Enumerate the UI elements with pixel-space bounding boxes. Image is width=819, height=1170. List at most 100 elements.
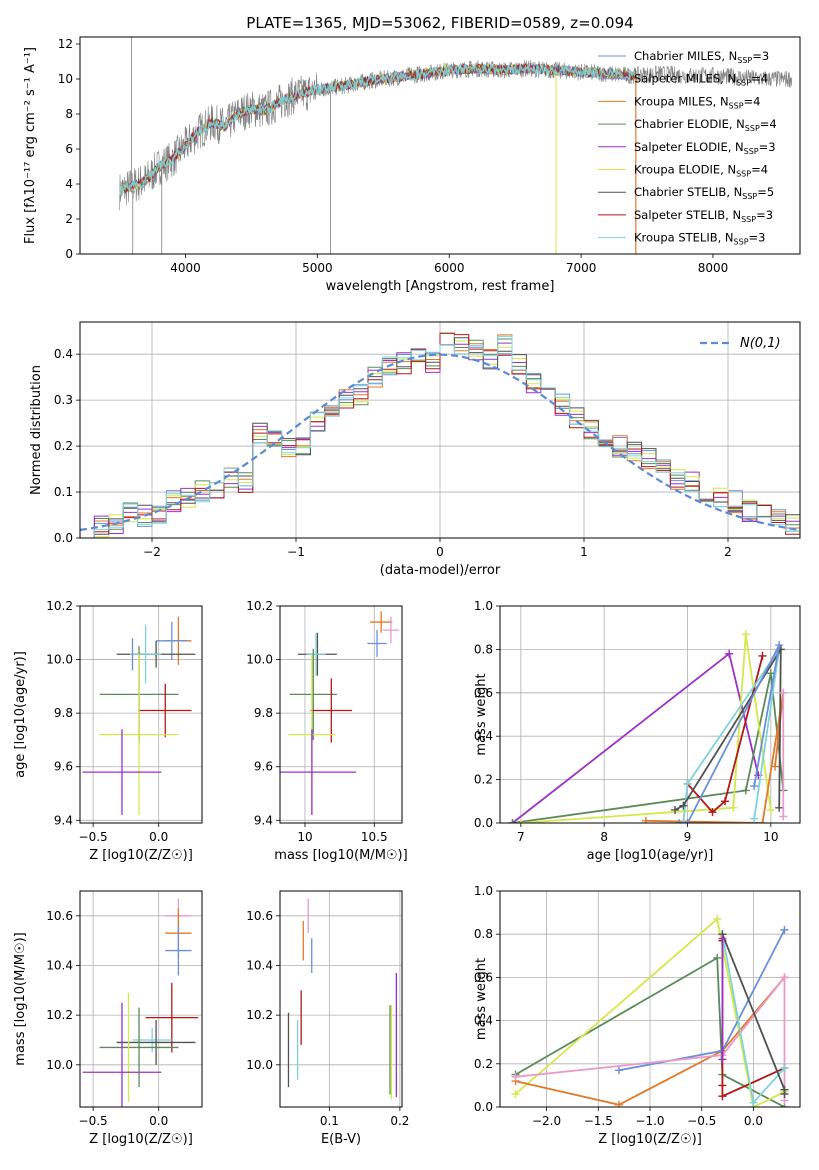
x-tick-label: 1 (580, 545, 588, 559)
x-tick-label: 10 (297, 830, 312, 844)
weight-marker (725, 649, 734, 658)
y-tick-label: 10.0 (46, 653, 73, 667)
y-axis-label: Normed distribution (29, 365, 44, 495)
error-bar-point (289, 648, 337, 740)
y-tick-label: 10.0 (246, 653, 273, 667)
error-bar-point (82, 1002, 162, 1107)
y-tick-label: 0.4 (474, 1014, 493, 1028)
x-tick-label: 7 (517, 830, 525, 844)
weight-marker (614, 1100, 623, 1107)
x-tick-label: 0.2 (390, 1114, 409, 1128)
weight-marker (780, 973, 789, 982)
legend: N(0,1) (700, 336, 781, 351)
y-tick-label: 0.8 (474, 642, 493, 656)
weight-marker (641, 816, 650, 823)
x-tick-label: 8000 (698, 261, 729, 275)
weight-marker (675, 819, 684, 823)
error-bar-point (145, 982, 199, 1053)
panel-weight-vs-z: −2.0 −1.5 −1.0 −0.5 0.0 0.0 0.2 0.4 0.6 0.8 1.0 Z [… (474, 884, 801, 1147)
y-tick-label: 0.6 (474, 686, 493, 700)
weight-line (514, 917, 785, 1107)
x-tick-label: −2.0 (532, 1114, 561, 1128)
weight-marker (779, 688, 788, 697)
x-tick-label: 10 (763, 830, 778, 844)
y-tick-label: 8 (65, 107, 73, 121)
weight-marker (721, 797, 729, 806)
error-bar-point (280, 729, 357, 815)
plot-area-weight-vs-age (500, 606, 800, 823)
weight-marker (775, 803, 784, 812)
legend-entry: Salpeter ELODIE, NSSP=3 (634, 140, 776, 156)
weight-marker (671, 805, 679, 814)
error-bar-point (139, 683, 192, 738)
x-axis-label: mass [log10(M/M☉)] (274, 848, 407, 863)
plot-area-mass-vs-z (80, 891, 202, 1107)
y-tick-label: 9.4 (254, 813, 273, 827)
y-tick-label: 0.6 (474, 970, 493, 984)
weight-series (671, 645, 785, 814)
y-tick-label: 9.8 (254, 706, 273, 720)
error-bar-point (116, 1020, 196, 1065)
weight-marker (780, 925, 789, 934)
y-tick-label: 10.0 (46, 1058, 73, 1072)
y-tick-label: 0.0 (474, 816, 493, 830)
weight-series (718, 930, 789, 1099)
x-tick-label: 8 (600, 830, 608, 844)
x-axis-label: E(B-V) (321, 1132, 361, 1147)
y-tick-label: 0.2 (54, 439, 73, 453)
axes-frame (499, 890, 801, 1108)
error-bar-point (306, 632, 326, 676)
x-axis-label: Z [log10(Z/Z☉)] (89, 848, 193, 863)
x-tick-label: −1 (287, 545, 305, 559)
y-tick-label: 10.4 (46, 958, 73, 972)
axes-frame (79, 321, 801, 539)
x-tick-label: 0.0 (744, 1114, 763, 1128)
plot-area-spectrum (118, 37, 793, 254)
x-tick-label: −1.5 (584, 1114, 613, 1128)
weight-marker (679, 801, 688, 810)
weight-marker (766, 805, 775, 814)
weight-marker (780, 1090, 789, 1099)
weight-marker (713, 953, 722, 962)
y-tick-label: 9.8 (54, 706, 73, 720)
x-axis-label: Z [log10(Z/Z☉)] (598, 1132, 702, 1147)
legend-entry: Salpeter MILES, NSSP=4 (634, 72, 768, 88)
axes-frame (279, 890, 403, 1108)
axes-frame (279, 605, 403, 824)
weight-marker (708, 808, 717, 817)
panel-weight-vs-age: 7 8 9 10 0.0 0.2 0.4 0.6 0.8 1.0 age [log10(age/yr… (474, 599, 801, 863)
weight-marker (718, 1081, 727, 1090)
weight-marker (508, 819, 517, 823)
weight-line (674, 646, 782, 811)
y-tick-label: 1.0 (474, 884, 493, 898)
y-tick-label: 0.4 (474, 729, 493, 743)
figure-title: PLATE=1365, MJD=53062, FIBERID=0589, z=0… (246, 14, 633, 32)
y-tick-label: 9.6 (254, 760, 273, 774)
weight-marker (758, 651, 767, 660)
y-tick-label: 10.6 (246, 909, 273, 923)
x-tick-label: −0.5 (79, 830, 108, 844)
axes-frame (79, 605, 203, 824)
error-bar-point (165, 925, 192, 976)
x-tick-label: 0 (436, 545, 444, 559)
weight-marker (729, 803, 738, 812)
weight-series (511, 973, 789, 1105)
legend-entry: Kroupa STELIB, NSSP=3 (634, 231, 765, 247)
panel-mass-vs-z: −0.5 0.0 10.0 10.2 10.4 10.6 Z [log10(Z/Z☉)] ma… (13, 890, 203, 1147)
x-tick-label: −2 (143, 545, 161, 559)
weight-marker (683, 819, 692, 823)
y-tick-label: 10.2 (246, 599, 273, 613)
y-tick-label: 0.8 (474, 927, 493, 941)
axes-frame (499, 605, 801, 824)
weight-marker (775, 641, 784, 650)
x-tick-label: 0.1 (320, 1114, 339, 1128)
weight-line (679, 644, 781, 823)
x-tick-label: −1.0 (635, 1114, 664, 1128)
legend-entry: Salpeter STELIB, NSSP=3 (634, 208, 773, 224)
weight-marker (750, 782, 759, 791)
x-tick-label: 0.0 (149, 830, 168, 844)
weight-marker (750, 814, 759, 823)
x-axis-label: age [log10(age/yr)] (587, 848, 714, 863)
y-tick-label: 0.0 (474, 1100, 493, 1114)
weight-marker (683, 779, 692, 788)
